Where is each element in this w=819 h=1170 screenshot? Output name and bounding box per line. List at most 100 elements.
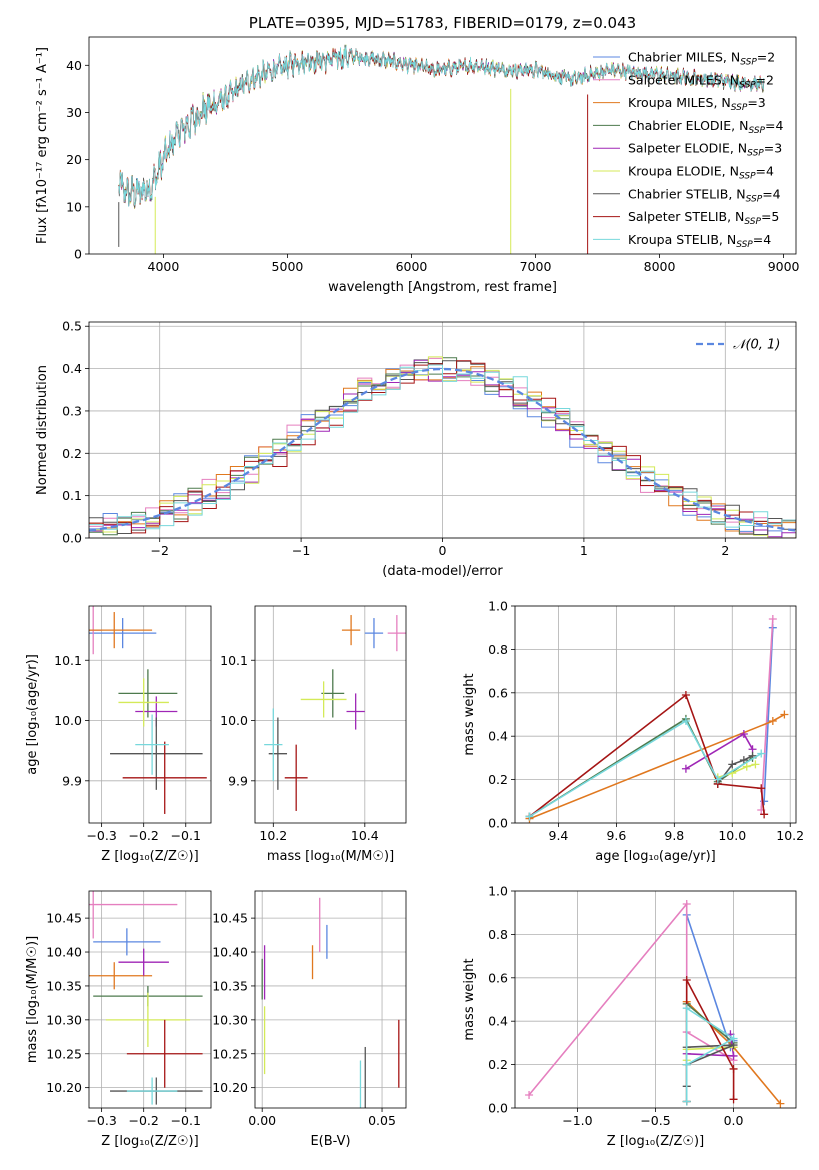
x-tick-label: 10.4 — [351, 828, 379, 843]
x-tick-label: 4000 — [148, 259, 180, 274]
x-axis-label: age [log₁₀(age/yr)] — [595, 849, 716, 864]
y-tick-label: 0.0 — [488, 1101, 508, 1116]
legend-subscript: SSP — [739, 80, 756, 90]
legend-nssp: =5 — [761, 209, 779, 224]
y-tick-label: 0.4 — [62, 361, 82, 376]
y-tick-label: 20 — [66, 152, 82, 167]
weight-marker — [681, 717, 690, 726]
legend-entry-7: Chabrier STELIB, NSSP=4 — [628, 186, 781, 204]
y-tick-label: 10.35 — [212, 978, 248, 993]
y-tick-label: 9.9 — [62, 773, 82, 788]
weight-series-2 — [528, 901, 735, 1096]
legend-subscript: SSP — [747, 149, 764, 159]
y-tick-label: 10 — [66, 199, 82, 214]
legend-entry-5: Salpeter ELODIE, NSSP=3 — [628, 141, 782, 159]
y-tick-label: 0.2 — [488, 1057, 508, 1072]
plot-area-z-age — [89, 606, 207, 814]
x-tick-label: 10.2 — [259, 828, 287, 843]
data-point-4 — [321, 669, 345, 718]
y-tick-label: 0.4 — [488, 1014, 508, 1029]
y-axis-label: Flux [fλ10⁻¹⁷ erg cm⁻² s⁻¹ A⁻¹] — [35, 47, 50, 244]
x-tick-label: 6000 — [396, 259, 428, 274]
data-point-9 — [264, 708, 283, 781]
data-point-1 — [89, 618, 157, 649]
y-axis-label: age [log₁₀(age/yr)] — [25, 654, 40, 775]
legend-entry-2: Salpeter MILES, NSSP=2 — [628, 72, 774, 90]
y-tick-label: 0.6 — [488, 970, 508, 985]
x-axis-label: wavelength [Angstrom, rest frame] — [328, 280, 557, 295]
weight-marker — [776, 1099, 785, 1108]
legend-label: Chabrier MILES, N — [628, 50, 740, 65]
plot-area-residuals — [89, 356, 796, 538]
axes-spectrum: 4000 5000 6000 7000 8000 9000 0 10 20 30 40 wavelen… — [35, 14, 800, 295]
y-tick-label: 10.0 — [54, 713, 82, 728]
weight-marker — [768, 717, 777, 726]
x-tick-label: 0.05 — [368, 1113, 396, 1128]
data-point-6 — [118, 678, 169, 727]
legend-entry-3: Kroupa MILES, NSSP=3 — [628, 95, 766, 113]
legend-subscript: SSP — [744, 217, 761, 227]
x-tick-label: 8000 — [644, 259, 676, 274]
data-point-3 — [341, 615, 361, 646]
data-point-6 — [300, 681, 347, 718]
x-tick-label: 7000 — [520, 259, 552, 274]
axes-frame — [88, 605, 212, 824]
y-tick-label: 0.8 — [488, 642, 508, 657]
legend-nssp: =4 — [765, 118, 783, 133]
y-tick-label: 10.30 — [212, 1012, 248, 1027]
x-tick-label: −1 — [292, 543, 310, 558]
y-tick-label: 10.45 — [46, 911, 82, 926]
x-tick-label: −2 — [150, 543, 168, 558]
x-tick-label: −0.3 — [86, 828, 116, 843]
weight-marker — [751, 760, 760, 769]
weight-series-8 — [529, 693, 765, 818]
residuals-legend: 𝒩(0, 1) — [696, 338, 780, 353]
y-tick-label: 0.3 — [62, 403, 82, 418]
weight-marker — [713, 775, 722, 784]
legend-subscript: SSP — [736, 240, 753, 250]
y-tick-label: 0.0 — [488, 816, 508, 831]
axes-age-weight: 9.4 9.6 9.8 10.0 10.2 0.0 0.2 0.4 0.6 0.8 1.0 age [… — [462, 599, 804, 865]
weight-marker — [682, 1004, 691, 1013]
weight-marker — [681, 764, 690, 773]
data-point-8 — [126, 1019, 203, 1088]
y-tick-label: 10.0 — [220, 713, 248, 728]
data-point-8 — [122, 741, 207, 814]
x-tick-label: −0.1 — [171, 828, 201, 843]
x-tick-label: 0.00 — [248, 1113, 276, 1128]
normal-curve — [89, 367, 796, 532]
weight-series-1 — [763, 627, 774, 802]
weight-marker — [682, 1097, 691, 1106]
y-tick-label: 0.2 — [62, 446, 82, 461]
legend-nssp: =4 — [756, 164, 774, 179]
weight-series-9 — [685, 1006, 736, 1102]
plot-area-spectrum — [118, 44, 765, 254]
x-tick-label: 2 — [721, 543, 729, 558]
x-tick-label: 10.0 — [718, 828, 746, 843]
y-tick-label: 0.8 — [488, 927, 508, 942]
spectrum-line-9 — [118, 45, 765, 207]
x-axis-label: E(B-V) — [310, 1134, 350, 1149]
y-tick-label: 10.1 — [220, 653, 248, 668]
x-tick-label: −0.5 — [640, 1113, 670, 1128]
y-axis-label: mass weight — [462, 673, 477, 755]
data-point-2 — [387, 615, 406, 652]
data-point-7 — [110, 717, 203, 790]
legend-subscript: SSP — [731, 103, 748, 113]
weight-marker — [729, 1034, 738, 1043]
y-tick-label: 10.45 — [212, 911, 248, 926]
weight-marker — [780, 710, 789, 719]
axes-frame — [514, 890, 797, 1109]
data-point-9 — [126, 1077, 178, 1105]
y-tick-label: 10.1 — [54, 653, 82, 668]
y-axis-label: Normed distribution — [35, 365, 50, 495]
data-point-5 — [346, 693, 365, 730]
weight-marker — [742, 762, 751, 771]
legend-label: Salpeter MILES, N — [628, 72, 739, 87]
axes-z-age: −0.3 −0.2 −0.1 9.9 10.0 10.1 Z [log₁₀(Z/Z☉)] ag… — [25, 605, 212, 864]
x-tick-label: 9.4 — [549, 828, 569, 843]
axes-frame — [88, 890, 212, 1109]
weight-marker — [760, 810, 769, 819]
weight-marker — [739, 730, 748, 739]
